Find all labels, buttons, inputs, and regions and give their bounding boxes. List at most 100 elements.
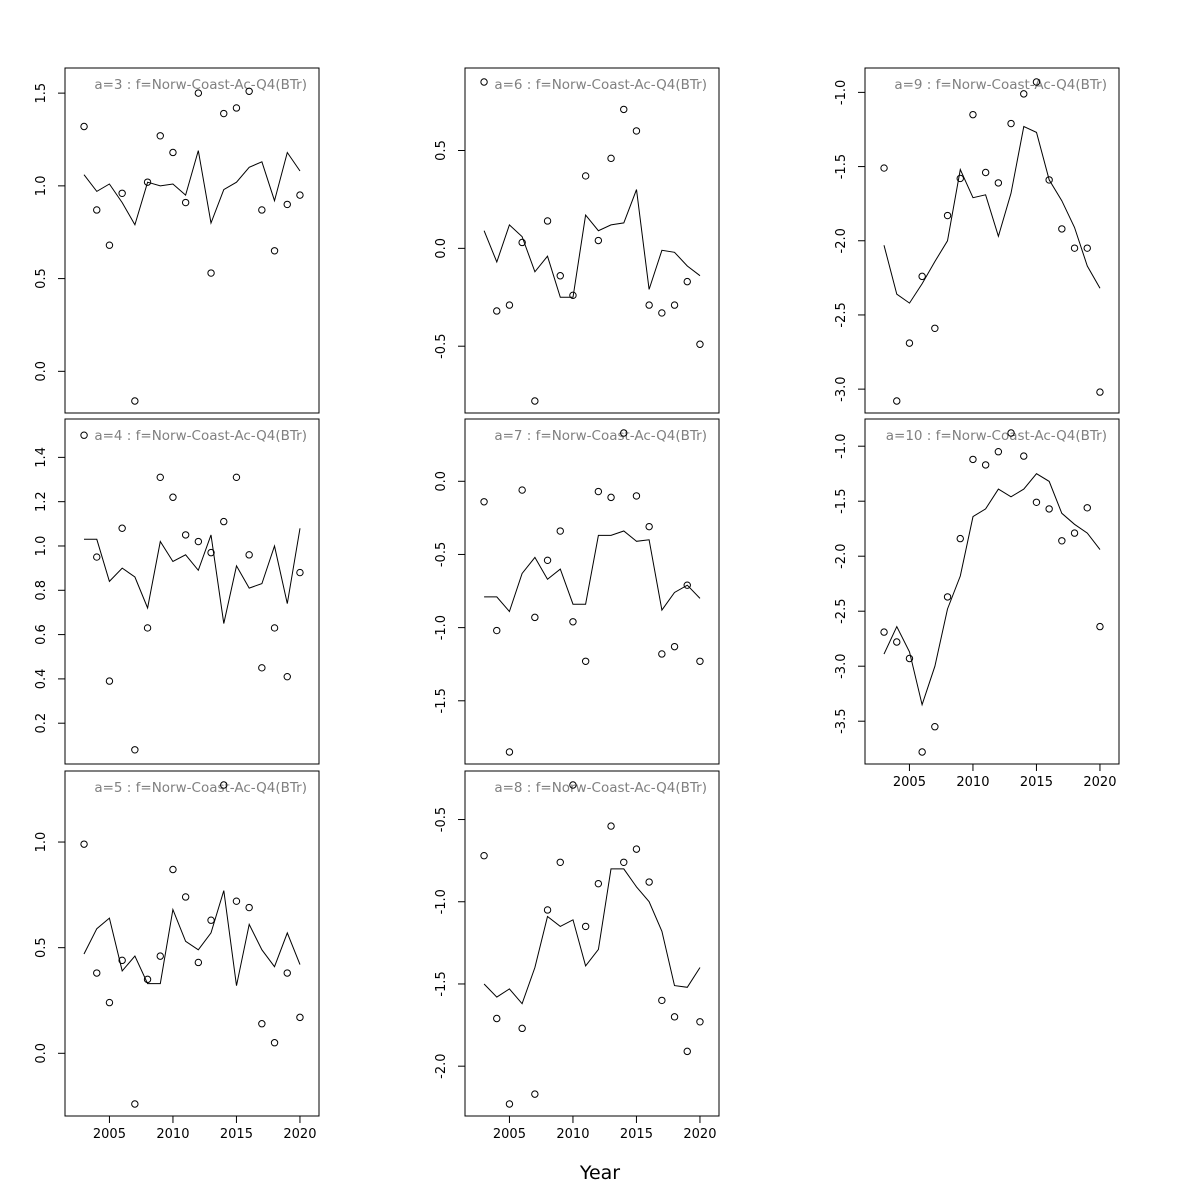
observed-point bbox=[931, 324, 939, 332]
observed-point bbox=[880, 628, 888, 636]
y-tick-label: -3.0 bbox=[834, 376, 849, 401]
observed-point bbox=[1083, 504, 1091, 512]
observed-point bbox=[232, 104, 241, 112]
observed-point bbox=[258, 206, 266, 214]
y-tick-label: 1.5 bbox=[34, 83, 49, 104]
observed-point bbox=[156, 952, 164, 960]
observed-point bbox=[632, 127, 641, 135]
y-tick-label: -0.5 bbox=[434, 807, 449, 832]
y-tick-label: 0.8 bbox=[34, 580, 49, 601]
observed-point bbox=[607, 822, 615, 830]
x-tick-label: 2005 bbox=[493, 1127, 526, 1142]
observed-point bbox=[181, 893, 190, 901]
observed-point bbox=[632, 845, 641, 853]
observed-point bbox=[1070, 244, 1079, 252]
observed-point bbox=[143, 178, 152, 186]
observed-point bbox=[645, 522, 653, 531]
panel-title: a=7 : f=Norw-Coast-Ac-Q4(BTr) bbox=[494, 428, 707, 444]
observed-point bbox=[105, 677, 114, 685]
observed-point bbox=[670, 1013, 679, 1021]
observed-point bbox=[1058, 225, 1066, 233]
panel-title: a=3 : f=Norw-Coast-Ac-Q4(BTr) bbox=[94, 77, 307, 93]
observed-point bbox=[181, 531, 190, 539]
observed-point bbox=[531, 1090, 539, 1098]
observed-point bbox=[696, 340, 704, 348]
observed-point bbox=[981, 168, 990, 177]
y-tick-label: -1.5 bbox=[834, 489, 849, 514]
observed-point bbox=[607, 154, 615, 163]
observed-point bbox=[1032, 78, 1041, 86]
observed-point bbox=[105, 241, 114, 249]
observed-point bbox=[296, 1013, 304, 1022]
observed-point bbox=[493, 307, 501, 315]
panel-7: a=10 : f=Norw-Coast-Ac-Q4(BTr) -3.5 -3.0 -2… bbox=[834, 418, 1120, 790]
observed-point bbox=[518, 238, 526, 247]
observed-point bbox=[296, 568, 304, 577]
observed-point bbox=[270, 624, 279, 632]
observed-point bbox=[296, 191, 304, 199]
x-tick-label: 2020 bbox=[283, 1127, 316, 1142]
panel-title: a=5 : f=Norw-Coast-Ac-Q4(BTr) bbox=[94, 780, 307, 796]
observed-point bbox=[80, 122, 88, 131]
observed-point bbox=[670, 642, 679, 651]
y-tick-label: 1.4 bbox=[34, 447, 49, 468]
observed-point bbox=[670, 301, 679, 309]
observed-point bbox=[1045, 176, 1053, 184]
y-tick-label: 1.2 bbox=[34, 491, 49, 512]
observed-point bbox=[581, 172, 590, 180]
observed-point bbox=[1032, 498, 1041, 506]
observed-point bbox=[220, 781, 228, 789]
y-tick-label: 0.6 bbox=[34, 624, 49, 645]
observed-point bbox=[658, 309, 666, 317]
observed-point bbox=[645, 878, 653, 886]
observed-point bbox=[518, 486, 526, 494]
observed-point bbox=[1070, 529, 1079, 537]
observed-point bbox=[143, 624, 152, 632]
x-tick-label: 2010 bbox=[956, 775, 989, 790]
fitted-line bbox=[484, 530, 701, 613]
x-tick-label: 2020 bbox=[683, 1127, 716, 1142]
observed-point bbox=[893, 397, 901, 405]
observed-point bbox=[620, 429, 628, 437]
x-tick-label: 2010 bbox=[556, 1127, 589, 1142]
observed-point bbox=[658, 650, 666, 658]
panel-title: a=8 : f=Norw-Coast-Ac-Q4(BTr) bbox=[494, 780, 707, 796]
observed-point bbox=[270, 247, 279, 255]
observed-point bbox=[543, 217, 552, 225]
observed-point bbox=[1096, 388, 1104, 396]
observed-point bbox=[283, 969, 291, 977]
panel-5: a=8 : f=Norw-Coast-Ac-Q4(BTr) -2.0 -1.5 -1.… bbox=[434, 770, 720, 1142]
observed-point bbox=[543, 906, 552, 914]
observed-point bbox=[956, 174, 964, 183]
observed-point bbox=[683, 1047, 691, 1056]
y-tick-label: 1.0 bbox=[34, 536, 49, 557]
observed-point bbox=[194, 958, 203, 967]
panel-6: a=9 : f=Norw-Coast-Ac-Q4(BTr) -3.0 -2.5 -2.… bbox=[834, 67, 1120, 414]
y-tick-label: 0.5 bbox=[34, 937, 49, 958]
fitted-line bbox=[83, 890, 301, 986]
observed-point bbox=[620, 105, 628, 114]
y-tick-label: 0.0 bbox=[434, 238, 449, 259]
observed-point bbox=[531, 397, 539, 405]
observed-point bbox=[480, 852, 488, 860]
observed-point bbox=[93, 969, 101, 977]
observed-point bbox=[632, 492, 641, 500]
observed-point bbox=[981, 461, 990, 469]
observed-point bbox=[181, 198, 190, 207]
x-tick-label: 2005 bbox=[893, 775, 926, 790]
y-tick-label: -3.0 bbox=[834, 654, 849, 679]
observed-point bbox=[969, 455, 977, 464]
observed-point bbox=[220, 109, 228, 118]
observed-point bbox=[283, 672, 291, 681]
observed-point bbox=[1020, 90, 1028, 98]
y-tick-label: -2.0 bbox=[434, 1053, 449, 1078]
panel-4: a=7 : f=Norw-Coast-Ac-Q4(BTr) -1.5 -1.0 -0.… bbox=[434, 418, 720, 765]
panel-frame bbox=[864, 67, 1120, 414]
observed-point bbox=[994, 448, 1003, 456]
panel-2: a=5 : f=Norw-Coast-Ac-Q4(BTr) 0.0 0.5 1.0 20… bbox=[34, 770, 320, 1142]
x-tick-label: 2005 bbox=[93, 1127, 126, 1142]
observed-point bbox=[994, 179, 1003, 187]
observed-point bbox=[956, 534, 964, 543]
panel-frame bbox=[464, 418, 720, 765]
panel-0: a=3 : f=Norw-Coast-Ac-Q4(BTr) 0.0 0.5 1.0 1.… bbox=[34, 67, 320, 414]
